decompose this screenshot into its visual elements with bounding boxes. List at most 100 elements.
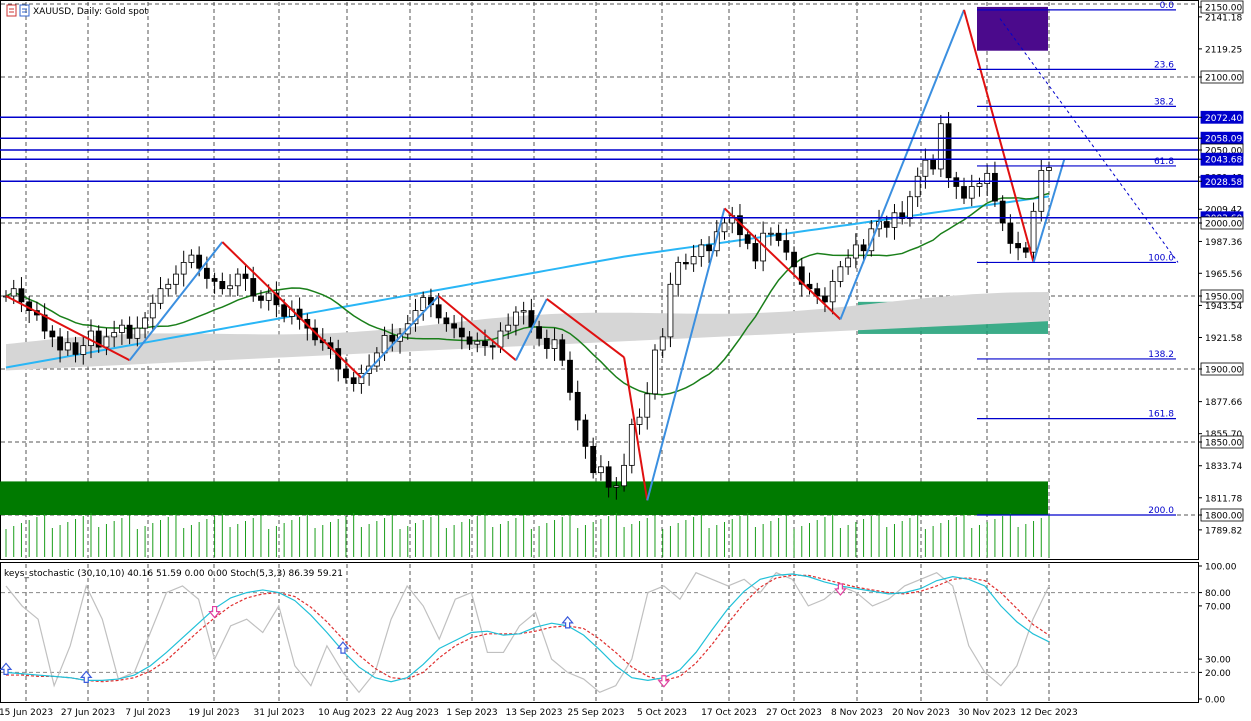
price-tick-label: 1943.54 bbox=[1205, 302, 1242, 312]
bear-candle bbox=[466, 336, 473, 345]
bear-candle bbox=[528, 310, 535, 328]
zigzag-leg bbox=[623, 357, 649, 501]
date-tick-label: 27 Oct 2023 bbox=[766, 708, 822, 718]
bull-candle bbox=[690, 256, 697, 265]
price-tick-label: 2009.42 bbox=[1205, 206, 1242, 216]
stochastic-plot[interactable] bbox=[0, 562, 1199, 703]
zigzag-leg bbox=[128, 241, 224, 361]
bear-candle bbox=[489, 345, 496, 348]
price-tick-label: 2000.00 bbox=[1205, 220, 1242, 230]
date-tick-label: 27 Jun 2023 bbox=[61, 708, 115, 718]
bear-candle bbox=[706, 244, 712, 252]
bull-candle bbox=[621, 464, 627, 487]
date-tick-label: 31 Jul 2023 bbox=[254, 708, 305, 718]
zigzag-leg bbox=[360, 295, 440, 379]
bear-candle bbox=[883, 221, 890, 228]
bull-candle bbox=[644, 393, 651, 418]
zigzag-leg bbox=[515, 298, 548, 361]
price-tick-label: 1811.78 bbox=[1205, 494, 1242, 504]
bull-candle bbox=[837, 266, 844, 282]
bull-candle bbox=[675, 262, 682, 285]
bull-candle bbox=[134, 327, 141, 339]
bear-candle bbox=[1015, 243, 1021, 249]
long-moving-average-line bbox=[5, 195, 1050, 369]
bear-candle bbox=[999, 200, 1006, 224]
chart-header: XAUUSD, Daily: Gold spot bbox=[6, 4, 148, 17]
bear-candle bbox=[242, 273, 249, 279]
date-tick-label: 7 Jul 2023 bbox=[125, 708, 170, 718]
price-tick-label: 1900.00 bbox=[1205, 366, 1242, 376]
bear-candle bbox=[126, 324, 133, 339]
indicator-title: keys_stochastic (30,10,10) 40.16 51.59 0… bbox=[4, 569, 343, 579]
bull-candle bbox=[636, 416, 643, 425]
bear-candle bbox=[543, 337, 550, 349]
buy-arrow-icon bbox=[561, 615, 574, 629]
bull-candle bbox=[80, 345, 87, 355]
fib-level-label: 161.8 bbox=[1148, 410, 1174, 420]
bear-candle bbox=[250, 278, 257, 297]
bull-candle bbox=[667, 283, 674, 338]
bear-candle bbox=[605, 466, 612, 488]
bull-candle bbox=[103, 336, 110, 348]
bear-candle bbox=[582, 419, 589, 447]
fib-level-label: 38.2 bbox=[1154, 97, 1174, 107]
bear-candle bbox=[860, 244, 867, 252]
buy-arrow-icon bbox=[336, 641, 350, 654]
fib-trend-line bbox=[999, 18, 1179, 263]
bull-candle bbox=[891, 212, 898, 228]
bear-candle bbox=[49, 330, 56, 338]
bear-candle bbox=[1022, 247, 1029, 253]
bull-candle bbox=[358, 372, 365, 385]
bear-candle bbox=[350, 377, 357, 385]
bull-candle bbox=[173, 273, 179, 285]
cloud-band bbox=[6, 292, 1049, 371]
zigzag-leg bbox=[646, 208, 726, 501]
zigzag-leg bbox=[5, 295, 131, 362]
bear-candle bbox=[1007, 222, 1014, 244]
bull-candle bbox=[513, 311, 519, 326]
bear-candle bbox=[273, 292, 280, 306]
stochastic-tick-label: 30.00 bbox=[1205, 656, 1231, 666]
bull-candle bbox=[265, 292, 272, 301]
date-tick-label: 19 Jul 2023 bbox=[189, 708, 240, 718]
bull-candle bbox=[551, 339, 558, 349]
fib-level-label: 23.6 bbox=[1154, 60, 1174, 70]
bull-candle bbox=[976, 183, 983, 187]
bull-candle bbox=[829, 280, 836, 303]
bull-candle bbox=[914, 175, 921, 198]
bear-candle bbox=[752, 243, 759, 262]
bear-candle bbox=[590, 445, 597, 474]
stochastic-frame bbox=[0, 562, 1199, 703]
bull-candle bbox=[1030, 210, 1037, 253]
date-tick-label: 15 Jun 2023 bbox=[0, 708, 53, 718]
fib-level-label: 200.0 bbox=[1148, 506, 1174, 516]
price-tick-label: 2100.00 bbox=[1205, 74, 1242, 84]
fib-level-label: 100.0 bbox=[1148, 253, 1174, 263]
price-tick-label: 2150.00 bbox=[1205, 4, 1242, 14]
chart-window-icon bbox=[6, 4, 30, 17]
bull-candle bbox=[613, 485, 620, 488]
bear-candle bbox=[930, 159, 937, 170]
bear-candle bbox=[451, 323, 458, 329]
bull-candle bbox=[659, 336, 666, 351]
zigzag-leg bbox=[438, 295, 517, 362]
date-tick-label: 20 Nov 2023 bbox=[892, 708, 950, 718]
bull-candle bbox=[118, 324, 125, 333]
bull-candle bbox=[922, 159, 929, 177]
bear-candle bbox=[574, 391, 581, 421]
sell-arrow-icon bbox=[657, 675, 671, 688]
date-tick-label: 8 Nov 2023 bbox=[831, 708, 883, 718]
stochastic-tick-label: 80.00 bbox=[1205, 589, 1231, 599]
zigzag-leg bbox=[546, 298, 625, 359]
chart-title: XAUUSD, Daily: Gold spot bbox=[33, 7, 148, 17]
bull-candle bbox=[149, 302, 156, 319]
bull-candle bbox=[234, 273, 241, 287]
price-plot[interactable]: 0.0 23.6 38.2 61.8 100.0 138.2 161.8 200.0 bbox=[0, 0, 1199, 560]
bull-candle bbox=[968, 186, 975, 199]
bear-candle bbox=[95, 330, 102, 348]
price-tick-label: 2028.58 bbox=[1205, 178, 1242, 188]
bull-candle bbox=[852, 244, 859, 259]
bear-candle bbox=[435, 304, 442, 319]
